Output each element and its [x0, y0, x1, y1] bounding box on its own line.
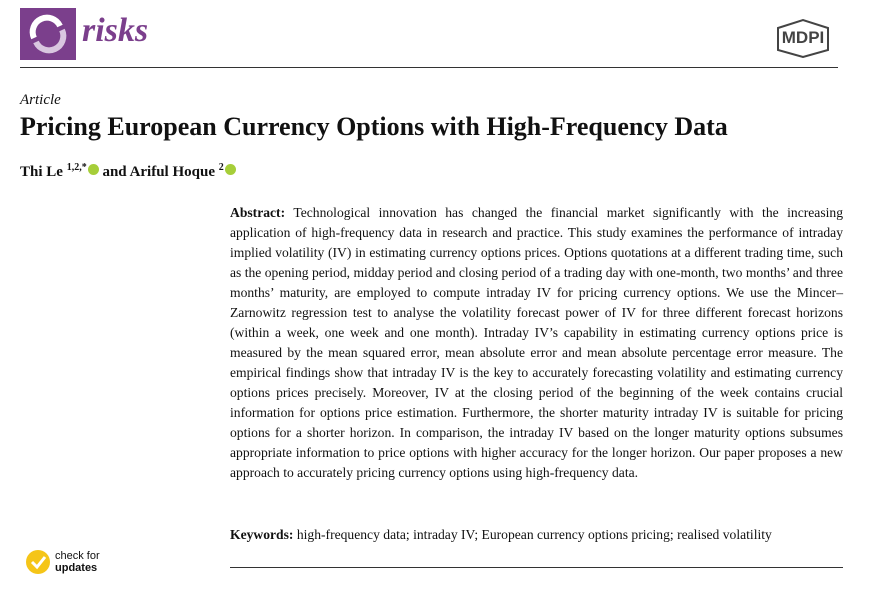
article-type: Article [20, 92, 61, 108]
publisher-logo-frame [777, 18, 829, 58]
abstract-label: Abstract: [230, 205, 286, 220]
abstract: Abstract: Technological innovation has c… [230, 203, 843, 483]
publisher-name: MDPI [781, 28, 825, 47]
author-name: Thi Le [20, 164, 63, 180]
abstract-text: Technological innovation has changed the… [230, 205, 843, 480]
keywords: Keywords: high-frequency data; intraday … [230, 525, 843, 545]
author-affiliation: 1,2,* [66, 162, 87, 173]
check-updates-icon[interactable] [25, 549, 51, 575]
author-connector: and [102, 164, 127, 180]
check-updates-line: check for [55, 550, 100, 562]
keywords-text: high-frequency data; intraday IV; Europe… [296, 527, 772, 542]
keywords-label: Keywords: [230, 527, 294, 542]
author-affiliation: 2 [218, 162, 224, 173]
check-updates-line: updates [55, 562, 98, 574]
journal-logo [20, 8, 76, 60]
orcid-icon[interactable] [87, 164, 99, 175]
check-updates[interactable]: check for updates [55, 550, 100, 574]
publisher-logo: MDPI [770, 18, 836, 58]
footer-rule [230, 567, 843, 568]
author-name: Ariful Hoque [129, 164, 215, 180]
article-title: Pricing European Currency Options with H… [20, 112, 728, 141]
header-rule [20, 67, 838, 68]
orcid-icon[interactable] [224, 164, 236, 175]
journal-name: risks [82, 12, 149, 49]
authors: Thi Le 1,2,* and Ariful Hoque 2 [20, 162, 236, 181]
